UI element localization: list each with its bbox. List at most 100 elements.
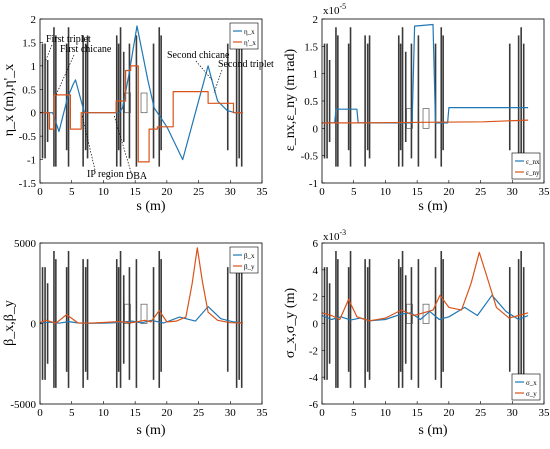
legend-label: η_x (244, 28, 255, 36)
x-tick-label: 0 (37, 407, 43, 419)
y-scale-note: x10-3 (323, 228, 346, 243)
annotation-ip-region: IP region (87, 169, 124, 180)
annotation-dba: DBA (126, 171, 148, 182)
series-line-0 (322, 23, 529, 124)
x-tick-label: 10 (380, 186, 392, 198)
y-tick-label: -2 (309, 345, 318, 357)
y-tick-label: 0.5 (304, 96, 318, 108)
legend: ε_nx ε_ny (511, 152, 541, 180)
y-axis-label: β_x,β_y (2, 300, 17, 346)
x-tick-label: 30 (507, 186, 519, 198)
annotations: First triplet First chicane IP region DB… (46, 34, 274, 182)
legend-box (511, 373, 541, 401)
y-axis-label: ε_nx,ε_ny (m rad) (283, 48, 298, 151)
y-tick-label: 4 (313, 265, 319, 277)
y-tick-label: -0.5 (19, 131, 37, 143)
y-tick-label: -4 (309, 372, 319, 384)
legend-box (229, 246, 259, 274)
x-tick-label: 35 (539, 407, 550, 419)
y-tick-label: 1.5 (304, 41, 318, 53)
series-line-0 (322, 294, 529, 322)
series-line-1 (40, 247, 244, 324)
y-scale-note: x10-5 (323, 2, 346, 17)
legend-label: β_x (244, 252, 255, 260)
legend-label: σ_y (526, 390, 537, 398)
legend-label: ε_ny (526, 169, 540, 177)
legend-label: σ_x (526, 379, 537, 387)
y-tick-label: 0 (31, 319, 37, 331)
x-tick-label: 15 (130, 186, 142, 198)
y-tick-label: 0 (313, 319, 319, 331)
legend-label: β_y (244, 263, 255, 271)
x-tick-label: 30 (225, 186, 237, 198)
legend-label: ε_nx (526, 158, 540, 166)
x-tick-label: 30 (225, 407, 237, 419)
annotation-first-triplet: First triplet (46, 34, 91, 45)
x-tick-label: 30 (507, 407, 519, 419)
y-tick-label: 5000 (14, 238, 37, 250)
x-tick-label: 35 (257, 407, 269, 419)
emittance-chart: 0 5 10 15 20 25 30 35 -1 -0.5 0 0.5 1 1.5 2 ε_nx ε_ny x1… (283, 2, 550, 214)
dipole-box (140, 92, 148, 114)
x-tick-label: 10 (98, 407, 110, 419)
y-axis-label: σ_x,σ_y (m) (283, 288, 298, 359)
y-tick-label: 2 (313, 292, 319, 304)
dispersion-chart: 0 5 10 15 20 25 30 35 -1.5 -1 -0.5 0 0.5 1 1.5 2 η_x η'_x… (2, 14, 274, 214)
x-axis-label: s (m) (136, 199, 166, 214)
y-tick-label: -5000 (10, 399, 36, 411)
dipole-box (140, 303, 148, 324)
x-axis-label: s (m) (418, 199, 448, 214)
x-axis-label: s (m) (136, 423, 166, 438)
x-tick-label: 20 (161, 186, 173, 198)
annotation-second-chicane: Second chicane (167, 50, 230, 61)
plot-frame (39, 18, 263, 184)
y-tick-label: -0.5 (301, 151, 319, 163)
y-tick-label: -1 (309, 178, 318, 190)
legend: η_x η'_x (229, 22, 259, 50)
plot-frame (321, 242, 545, 405)
dipole-box (124, 92, 131, 114)
legend-box (229, 22, 259, 50)
x-tick-label: 5 (351, 186, 357, 198)
y-tick-label: 0.5 (22, 84, 36, 96)
series-line-0 (40, 25, 243, 161)
x-tick-label: 20 (443, 407, 455, 419)
y-tick-label: 2 (313, 14, 319, 26)
x-tick-label: 0 (37, 186, 43, 198)
x-tick-label: 35 (257, 186, 269, 198)
plot-frame (39, 242, 263, 405)
series-line-1 (322, 251, 529, 322)
x-tick-label: 20 (443, 186, 455, 198)
x-tick-label: 25 (475, 407, 487, 419)
x-tick-label: 0 (319, 407, 325, 419)
y-tick-label: -1.5 (19, 178, 37, 190)
y-tick-label: 0 (31, 108, 37, 120)
x-tick-label: 25 (193, 407, 205, 419)
annotation-second-triplet: Second triplet (218, 59, 274, 70)
x-axis-label: s (m) (418, 423, 448, 438)
beam-size-chart: 0 5 10 15 20 25 30 35 -6 -4 -2 0 2 4 6 σ_x σ_y x10-3 s (… (283, 228, 550, 438)
x-tick-label: 15 (412, 407, 424, 419)
annotation-pointers (44, 44, 223, 173)
dipole-box (124, 303, 131, 324)
x-tick-label: 5 (69, 186, 75, 198)
y-tick-label: 0 (313, 123, 319, 135)
y-tick-label: -1 (27, 155, 36, 167)
x-tick-label: 5 (69, 407, 75, 419)
x-tick-label: 15 (130, 407, 142, 419)
y-tick-label: -6 (309, 399, 319, 411)
x-tick-label: 20 (161, 407, 173, 419)
legend-box (511, 152, 541, 180)
series-line-1 (40, 65, 243, 163)
y-tick-label: 1 (313, 69, 319, 81)
legend: β_x β_y (229, 246, 259, 274)
y-axis-label: η_x (m),η'_x (2, 64, 17, 136)
y-tick-label: 1 (31, 61, 37, 73)
y-tick-label: 1.5 (22, 37, 36, 49)
x-tick-label: 0 (319, 186, 325, 198)
x-tick-label: 10 (98, 186, 110, 198)
x-tick-label: 5 (351, 407, 357, 419)
x-tick-label: 15 (412, 186, 424, 198)
